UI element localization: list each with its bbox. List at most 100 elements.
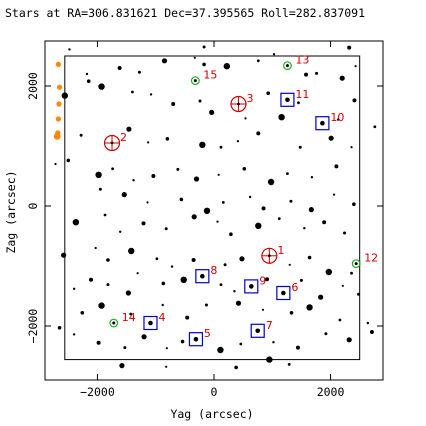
catalog-label: 11	[295, 88, 309, 101]
field-star	[106, 258, 110, 262]
green-circle	[109, 318, 119, 328]
field-star	[199, 141, 206, 148]
field-star	[217, 346, 224, 354]
off-chip-point	[56, 101, 62, 107]
off-chip-point	[55, 116, 62, 122]
field-star	[272, 53, 276, 56]
catalog-star-dot	[285, 64, 289, 68]
field-star	[334, 164, 339, 169]
field-star	[310, 176, 314, 179]
field-star	[161, 303, 164, 307]
field-star	[308, 207, 314, 213]
field-star	[346, 337, 352, 343]
field-star	[66, 158, 71, 163]
field-star	[117, 66, 122, 70]
field-star	[103, 213, 107, 217]
field-star	[72, 287, 76, 290]
y-tick-label: 2000	[26, 72, 40, 100]
catalog-star-dot	[281, 290, 286, 296]
chart-title: Stars at RA=306.831621 Dec=37.395565 Rol…	[5, 6, 365, 20]
field-star	[242, 167, 247, 171]
field-star	[338, 318, 342, 322]
catalog-label: 10	[330, 111, 344, 124]
field-star	[336, 118, 340, 121]
field-star	[126, 126, 132, 132]
field-star	[239, 256, 245, 262]
field-star	[131, 90, 134, 94]
field-star	[219, 283, 223, 286]
field-star	[193, 176, 200, 182]
catalog-label: 14	[122, 311, 136, 324]
catalog-label: 8	[210, 264, 217, 277]
catalog-star-13: 13	[283, 54, 309, 70]
x-tick-label: 2000	[317, 385, 345, 399]
field-star	[289, 311, 294, 315]
catalog-label: 12	[364, 252, 378, 265]
field-star	[369, 330, 374, 334]
field-star	[261, 206, 266, 211]
field-star	[165, 365, 168, 368]
field-star	[219, 145, 223, 149]
field-star	[354, 65, 357, 68]
field-star	[193, 56, 196, 59]
field-star	[111, 167, 114, 171]
off-chip-point	[56, 84, 63, 90]
field-star	[185, 315, 190, 320]
catalog-star-dot	[285, 97, 290, 103]
catalog-star-dot	[248, 284, 254, 289]
field-of-view-box	[64, 55, 361, 361]
field-star	[161, 281, 166, 286]
field-star	[118, 230, 122, 233]
guide-box	[250, 323, 265, 338]
field-star	[129, 312, 133, 316]
catalog-star-dot	[112, 321, 116, 325]
field-star	[170, 265, 174, 268]
field-star	[191, 258, 196, 262]
catalog-star-1: 1	[261, 244, 284, 264]
catalog-star-4: 4	[143, 311, 165, 331]
y-axis: −2000 0 2000	[26, 72, 383, 343]
field-star	[132, 179, 135, 182]
guide-box	[195, 269, 210, 284]
field-star	[332, 193, 336, 196]
field-star	[233, 290, 236, 293]
field-star	[352, 98, 357, 103]
field-star	[265, 277, 270, 282]
field-star	[149, 93, 153, 96]
field-star	[266, 91, 270, 95]
field-star	[180, 276, 187, 283]
field-star	[191, 214, 197, 220]
field-star	[244, 117, 247, 120]
field-star	[161, 58, 168, 64]
field-star	[366, 321, 370, 325]
catalog-star-2: 2	[103, 131, 127, 152]
field-star	[277, 217, 281, 221]
green-circle	[351, 259, 361, 269]
field-star	[315, 71, 319, 75]
green-circle	[283, 61, 292, 70]
guide-box	[188, 332, 204, 347]
field-star	[303, 227, 306, 230]
catalog-star-9: 9	[244, 274, 266, 294]
catalog-star-14: 14	[109, 311, 136, 328]
catalog-star-8: 8	[195, 264, 217, 284]
field-star	[61, 252, 67, 258]
field-star	[339, 75, 345, 81]
field-star	[287, 363, 291, 366]
field-star	[295, 345, 300, 350]
field-star	[266, 356, 273, 363]
field-star	[86, 79, 91, 83]
field-star	[328, 135, 334, 141]
catalog-star-6: 6	[276, 281, 298, 301]
field-star	[85, 72, 89, 76]
catalog-label: 7	[266, 319, 273, 332]
field-star	[350, 271, 353, 275]
field-star	[80, 311, 85, 315]
field-star	[286, 172, 289, 176]
catalog-star-5: 5	[188, 327, 211, 347]
field-star	[128, 247, 135, 255]
field-star	[72, 333, 76, 336]
field-star	[297, 101, 300, 105]
field-star	[347, 45, 352, 50]
